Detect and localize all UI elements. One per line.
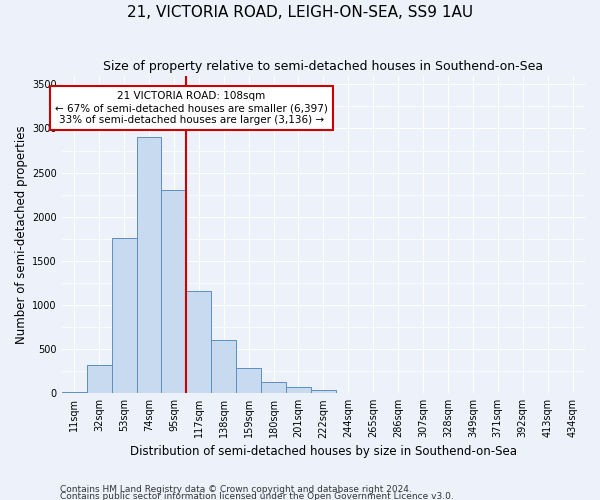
Text: Contains public sector information licensed under the Open Government Licence v3: Contains public sector information licen… bbox=[60, 492, 454, 500]
Bar bbox=[86, 365, 112, 393]
Bar bbox=[161, 190, 187, 393]
Text: 21 VICTORIA ROAD: 108sqm
← 67% of semi-detached houses are smaller (6,397)
33% o: 21 VICTORIA ROAD: 108sqm ← 67% of semi-d… bbox=[55, 92, 328, 124]
Bar bbox=[211, 340, 236, 393]
Bar bbox=[62, 392, 86, 393]
Text: 21, VICTORIA ROAD, LEIGH-ON-SEA, SS9 1AU: 21, VICTORIA ROAD, LEIGH-ON-SEA, SS9 1AU bbox=[127, 5, 473, 20]
X-axis label: Distribution of semi-detached houses by size in Southend-on-Sea: Distribution of semi-detached houses by … bbox=[130, 444, 517, 458]
Bar bbox=[311, 390, 336, 393]
Bar bbox=[236, 368, 261, 393]
Bar bbox=[286, 387, 311, 393]
Title: Size of property relative to semi-detached houses in Southend-on-Sea: Size of property relative to semi-detach… bbox=[103, 60, 544, 73]
Text: Contains HM Land Registry data © Crown copyright and database right 2024.: Contains HM Land Registry data © Crown c… bbox=[60, 486, 412, 494]
Bar bbox=[137, 138, 161, 393]
Y-axis label: Number of semi-detached properties: Number of semi-detached properties bbox=[15, 125, 28, 344]
Bar bbox=[187, 291, 211, 393]
Bar bbox=[112, 238, 137, 393]
Bar bbox=[261, 382, 286, 393]
